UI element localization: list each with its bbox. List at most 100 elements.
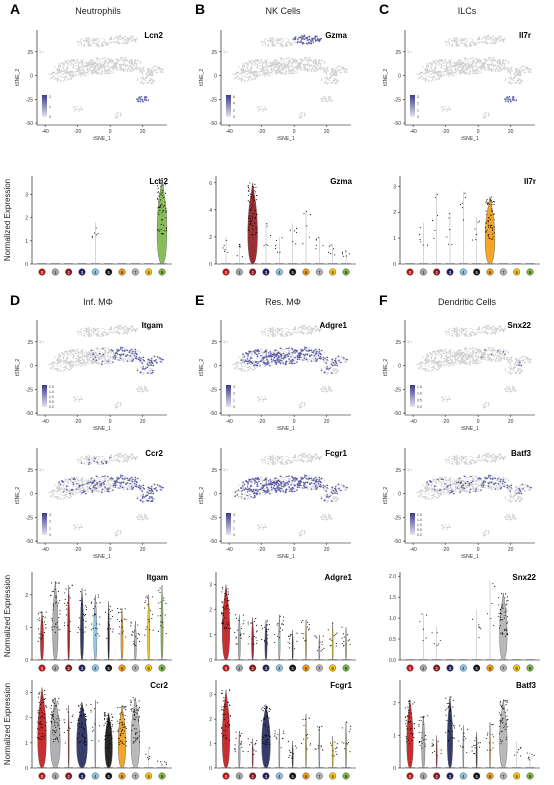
violin-point: [255, 231, 257, 234]
tsne-point: [473, 59, 475, 62]
tsne-point: [116, 38, 119, 40]
tsne-point: [287, 41, 289, 43]
tsne-point: [264, 44, 267, 46]
tsne-point: [73, 349, 75, 351]
tsne-point: [500, 39, 502, 41]
tsne-point: [158, 66, 160, 69]
y-axis-label: Normalized Expression: [3, 179, 12, 261]
tsne-point: [113, 328, 115, 330]
tsne-point: [275, 66, 277, 69]
tsne-point: [107, 43, 110, 46]
tsne-point: [480, 61, 483, 64]
violin-point: [276, 251, 278, 253]
violin-point: [160, 223, 162, 225]
tsne-point: [333, 77, 335, 80]
tsne-point: [148, 369, 150, 372]
tsne-point: [76, 106, 79, 108]
tsne-point: [126, 42, 128, 45]
tsne-point: [325, 83, 328, 85]
tsne-point: [275, 62, 277, 64]
tsne-point: [101, 62, 104, 64]
tsne-point: [458, 40, 461, 42]
tsne-point: [110, 58, 112, 60]
tsne-point: [266, 59, 268, 61]
tsne-point: [96, 361, 99, 364]
tsne-point: [316, 67, 319, 70]
violin-point: [157, 199, 159, 201]
tsne-point: [484, 60, 487, 63]
tsne-point: [106, 72, 108, 74]
tsne-point: [484, 66, 486, 68]
tsne-point: [300, 328, 303, 330]
tsne-point: [325, 73, 328, 76]
tsne-point-expressing: [131, 352, 134, 355]
tsne-point: [104, 352, 106, 354]
tsne-point: [264, 106, 266, 108]
tsne-point: [325, 98, 327, 101]
tsne-point: [323, 352, 326, 354]
tsne-point: [305, 59, 308, 62]
tsne-point: [429, 63, 432, 65]
tsne-point: [77, 41, 79, 43]
tsne-point: [129, 358, 131, 361]
tsne-point: [430, 80, 433, 82]
tsne-point-expressing: [142, 367, 144, 370]
x-tick-label: -20: [442, 129, 449, 135]
tsne-point: [112, 66, 115, 69]
tsne-point: [420, 72, 423, 75]
tsne-point: [117, 43, 120, 45]
tsne-point: [154, 65, 157, 68]
tsne-point: [487, 113, 490, 115]
tsne-point: [71, 349, 74, 351]
tsne-point: [307, 62, 309, 64]
tsne-point: [80, 365, 82, 367]
tsne-point: [238, 77, 240, 80]
tsne-point: [238, 367, 240, 370]
tsne-point: [340, 356, 343, 358]
tsne-point-expressing: [101, 363, 103, 365]
tsne-point: [91, 363, 93, 365]
tsne-point: [86, 354, 88, 356]
tsne-point: [268, 335, 270, 337]
tsne-point: [232, 363, 234, 365]
panel-title: Res. MΦ: [265, 297, 301, 307]
tsne-point: [451, 43, 454, 45]
tsne-point: [294, 326, 296, 329]
tsne-point: [250, 69, 252, 71]
tsne-point: [90, 333, 92, 335]
y-tick-label: 0: [30, 364, 33, 370]
tsne-point: [75, 365, 77, 367]
tsne-point: [123, 43, 125, 45]
tsne-point: [76, 58, 79, 61]
tsne-point-expressing: [143, 360, 146, 362]
tsne-point: [468, 64, 470, 67]
tsne-point: [97, 70, 99, 72]
violin-point: [419, 234, 421, 236]
tsne-point: [94, 71, 96, 74]
tsne-point-expressing: [300, 38, 303, 41]
tsne-point: [150, 69, 152, 72]
tsne-point-expressing: [95, 359, 98, 362]
tsne-point: [80, 72, 83, 74]
tsne-point: [70, 62, 72, 64]
tsne-point-expressing: [139, 371, 142, 373]
tsne-point-expressing: [116, 349, 118, 351]
tsne-point: [266, 63, 268, 65]
tsne-point-expressing: [248, 361, 251, 364]
tsne-point: [56, 73, 59, 75]
tsne-point-expressing: [131, 359, 134, 362]
tsne-point: [272, 38, 274, 41]
tsne-point: [88, 351, 90, 353]
tsne-point: [478, 70, 480, 73]
violin-point: [163, 230, 165, 232]
violin-point: [247, 185, 249, 187]
tsne-point: [510, 77, 512, 80]
tsne-point: [276, 349, 278, 351]
tsne-point: [104, 41, 106, 43]
tsne-point: [423, 72, 425, 75]
x-tick-label: -40: [410, 129, 417, 135]
tsne-point: [82, 358, 84, 360]
tsne-point: [244, 73, 246, 75]
tsne-point: [267, 43, 270, 45]
